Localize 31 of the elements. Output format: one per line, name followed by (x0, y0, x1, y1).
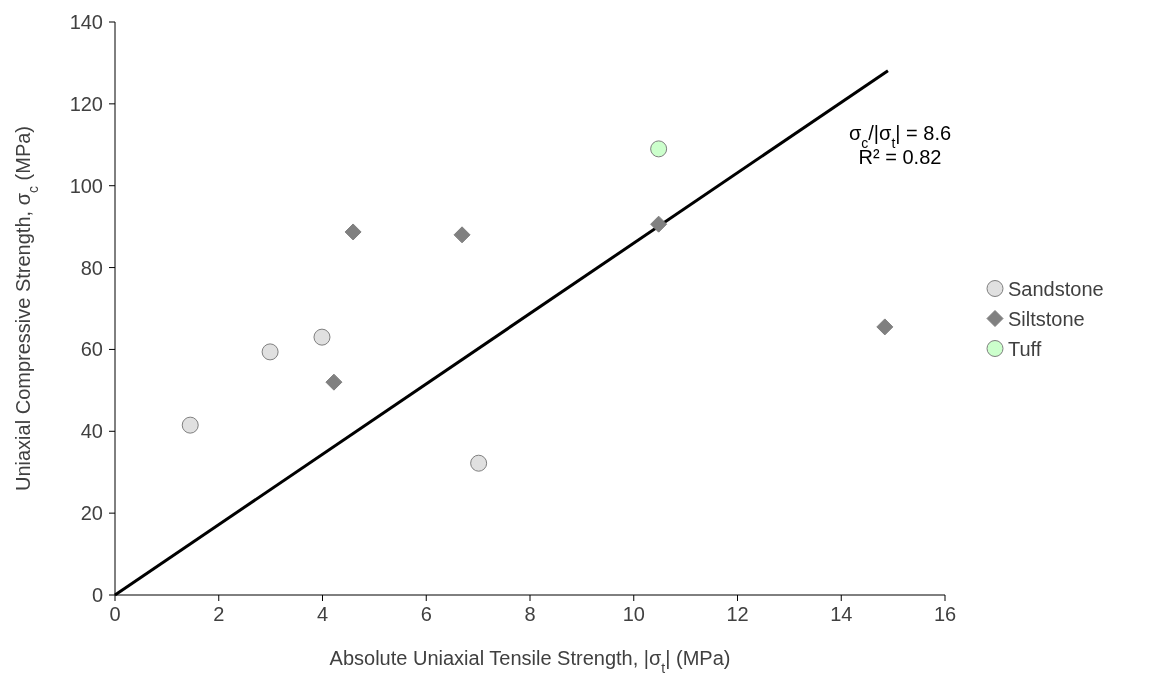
legend-label: Sandstone (1008, 277, 1104, 300)
point (344, 223, 362, 241)
point (261, 343, 279, 361)
y-tick-label: 20 (80, 502, 103, 525)
x-tick-label: 14 (830, 603, 853, 625)
x-tick-label: 16 (933, 603, 957, 625)
x-tick-label: 4 (316, 603, 329, 625)
x-tick-label: 0 (109, 603, 121, 625)
y-tick-label: 140 (69, 11, 103, 33)
point (453, 226, 471, 244)
x-tick-label: 6 (420, 603, 432, 625)
point (650, 140, 668, 158)
legend-label: Siltstone (1008, 307, 1085, 330)
x-tick-label: 12 (726, 603, 749, 625)
point (313, 328, 331, 346)
y-tick-label: 0 (91, 584, 103, 606)
y-tick-label: 40 (80, 420, 103, 443)
y-tick-label: 120 (69, 92, 103, 115)
y-tick-label: 60 (80, 338, 103, 361)
x-tick-label: 8 (524, 603, 536, 625)
point (470, 454, 488, 472)
x-axis-title: Absolute Uniaxial Tensile Strength, |σ$_{t}$| (MPa) (329, 647, 731, 676)
point (876, 318, 894, 336)
y-tick-label: 100 (69, 174, 103, 197)
y-tick-label: 80 (80, 256, 103, 279)
legend-label: Tuff (1008, 337, 1042, 360)
point (325, 373, 343, 391)
point (181, 416, 199, 434)
x-tick-label: 10 (622, 603, 645, 625)
point (650, 215, 668, 233)
x-tick-label: 2 (213, 603, 225, 625)
